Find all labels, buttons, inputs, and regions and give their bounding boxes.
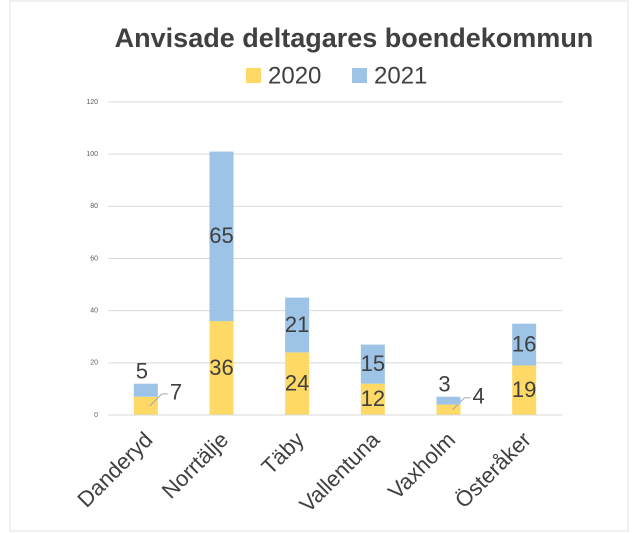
data-label: 24	[285, 371, 309, 396]
bar-segment	[285, 297, 310, 353]
bar-segment	[436, 404, 461, 415]
bar-segment	[209, 321, 234, 415]
y-tick-label: 100	[86, 151, 98, 158]
y-tick-label: 0	[94, 412, 98, 419]
data-label: 16	[512, 331, 536, 356]
data-label: 7	[170, 380, 182, 405]
legend-swatch	[246, 68, 261, 83]
data-label: 4	[473, 384, 485, 409]
legend-label: 2020	[268, 62, 321, 89]
chart-border	[9, 0, 629, 532]
data-label: 65	[209, 223, 233, 248]
bar-segment	[133, 396, 158, 415]
y-tick-label: 20	[90, 360, 98, 367]
x-tick-label: Vaxholm	[383, 427, 460, 504]
bar-segment	[436, 396, 461, 405]
bar-segment	[360, 383, 385, 415]
legend-label: 2021	[374, 62, 427, 89]
data-label: 36	[209, 355, 233, 380]
x-tick-label: Danderyd	[72, 427, 157, 512]
bar-segment	[512, 323, 537, 366]
data-label: 15	[361, 351, 385, 376]
data-label: 3	[438, 372, 450, 397]
bar-segment	[285, 352, 310, 415]
y-tick-label: 60	[90, 255, 98, 262]
x-tick-label: Norrtälje	[157, 427, 233, 503]
y-tick-label: 80	[90, 203, 98, 210]
bar-segment	[360, 344, 385, 384]
data-label: 19	[512, 377, 536, 402]
x-tick-label: Vallentuna	[294, 426, 385, 517]
x-tick-label: Österåker	[450, 427, 536, 513]
chart-title: Anvisade deltagares boendekommun	[115, 23, 594, 53]
leader-line	[149, 393, 163, 407]
data-label: 5	[136, 359, 148, 384]
bar-segment	[209, 151, 234, 322]
legend-swatch	[352, 68, 367, 83]
y-tick-label: 40	[90, 308, 98, 315]
y-tick-label: 120	[86, 99, 98, 106]
x-tick-label: Täby	[257, 427, 309, 479]
bar-segment	[512, 365, 537, 415]
data-label: 21	[285, 312, 309, 337]
bar-segment	[133, 383, 158, 397]
data-label: 12	[361, 386, 385, 411]
